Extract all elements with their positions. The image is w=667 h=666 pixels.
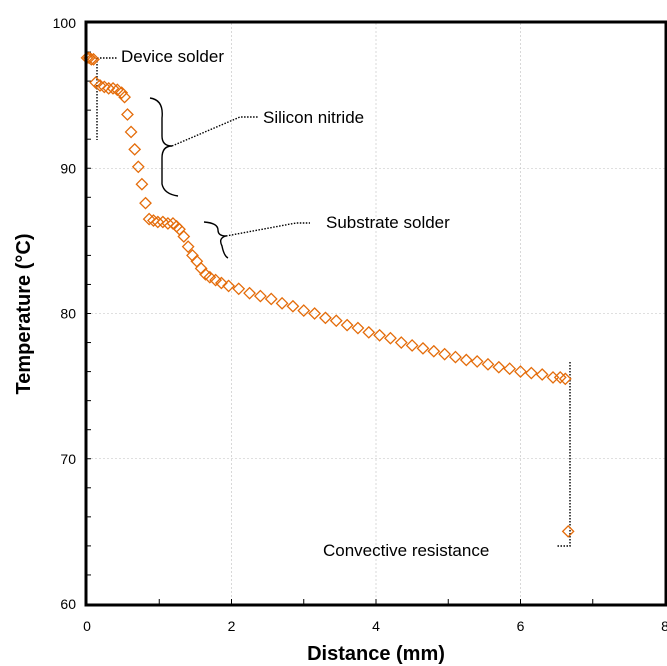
annotation-convective-resistance-label: Convective resistance bbox=[323, 541, 489, 560]
data-point bbox=[129, 144, 140, 155]
data-point bbox=[560, 373, 571, 384]
y-axis-label: Temperature (°C) bbox=[13, 234, 35, 395]
substrate-solder-brace bbox=[204, 222, 228, 258]
data-point bbox=[407, 340, 418, 351]
y-tick-label: 90 bbox=[60, 160, 76, 176]
silicon-nitride-brace bbox=[150, 98, 178, 196]
device-solder-leader bbox=[97, 58, 118, 140]
data-point bbox=[233, 283, 244, 294]
annotation-device-solder-label: Device solder bbox=[121, 47, 224, 66]
data-point bbox=[178, 231, 189, 242]
data-point bbox=[493, 362, 504, 373]
data-point bbox=[439, 349, 450, 360]
data-point bbox=[255, 291, 266, 302]
data-point bbox=[461, 354, 472, 365]
data-point bbox=[555, 372, 566, 383]
annotation-silicon-nitride-label: Silicon nitride bbox=[263, 108, 364, 127]
data-point bbox=[244, 288, 255, 299]
x-tick-label: 4 bbox=[372, 618, 380, 634]
x-tick-label: 8 bbox=[661, 618, 667, 634]
y-tick-label: 70 bbox=[60, 451, 76, 467]
data-point bbox=[277, 298, 288, 309]
silicon-nitride-leader bbox=[172, 117, 258, 146]
data-point bbox=[504, 363, 515, 374]
data-point bbox=[342, 320, 353, 331]
data-point bbox=[428, 346, 439, 357]
data-point bbox=[298, 305, 309, 316]
x-tick-label: 2 bbox=[228, 618, 236, 634]
y-tick-label: 80 bbox=[60, 306, 76, 322]
annotation-substrate-solder bbox=[204, 222, 310, 258]
y-tick-labels: 60 70 80 90 100 bbox=[53, 15, 77, 612]
data-point bbox=[385, 333, 396, 344]
convective-resistance-leader bbox=[556, 362, 570, 546]
data-point bbox=[287, 301, 298, 312]
data-point bbox=[450, 352, 461, 363]
x-tick-label: 0 bbox=[83, 618, 91, 634]
annotation-substrate-solder-label: Substrate solder bbox=[326, 213, 450, 232]
data-point bbox=[122, 109, 133, 120]
y-tick-label: 100 bbox=[53, 15, 77, 31]
data-point bbox=[136, 179, 147, 190]
data-point bbox=[320, 312, 331, 323]
data-point bbox=[526, 368, 537, 379]
annotation-silicon-nitride bbox=[150, 98, 258, 196]
data-point bbox=[126, 126, 137, 137]
data-point bbox=[309, 308, 320, 319]
data-point bbox=[266, 293, 277, 304]
substrate-solder-leader bbox=[226, 223, 310, 236]
x-tick-label: 6 bbox=[517, 618, 525, 634]
data-point bbox=[140, 198, 151, 209]
x-axis-label: Distance (mm) bbox=[307, 643, 445, 665]
annotation-convective-resistance bbox=[556, 362, 570, 546]
data-point bbox=[133, 161, 144, 172]
data-point bbox=[563, 526, 574, 537]
x-tick-labels: 0 2 4 6 8 bbox=[83, 618, 667, 634]
data-point bbox=[472, 356, 483, 367]
data-point bbox=[482, 359, 493, 370]
data-point bbox=[352, 323, 363, 334]
y-tick-label: 60 bbox=[60, 596, 76, 612]
grid-lines bbox=[87, 23, 665, 604]
data-point bbox=[363, 327, 374, 338]
data-point bbox=[537, 369, 548, 380]
annotation-device-solder bbox=[97, 58, 118, 140]
data-point bbox=[331, 315, 342, 326]
data-point bbox=[417, 343, 428, 354]
data-point bbox=[548, 372, 559, 383]
data-point bbox=[396, 337, 407, 348]
